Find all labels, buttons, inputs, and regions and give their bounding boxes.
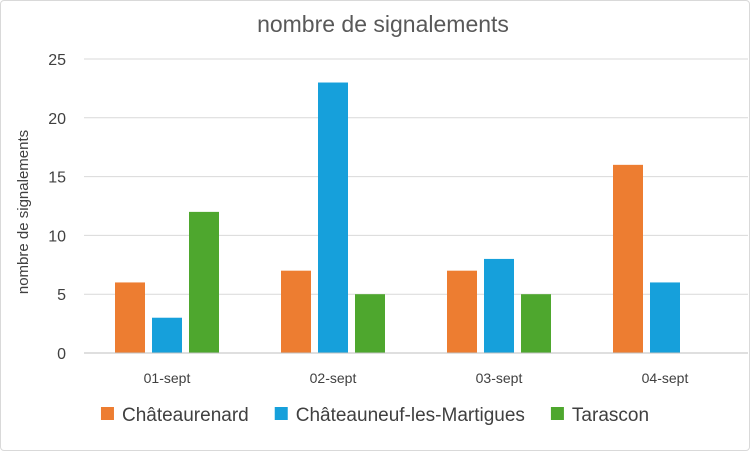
legend-label: Tarascon <box>572 405 649 426</box>
x-tick-label: 04-sept <box>642 370 689 386</box>
bar-tarascon-01-sept <box>189 211 219 353</box>
y-axis-ticks: 0 5 10 15 20 25 <box>48 52 66 363</box>
bar-ch-teauneuf-les-martigues-01-sept <box>152 317 182 353</box>
y-tick-label: 25 <box>48 52 66 69</box>
x-axis-ticks: 01-sept 02-sept 03-sept 04-sept <box>144 370 689 386</box>
chart-title: nombre de signalements <box>257 11 509 37</box>
bar-ch-teaurenard-02-sept <box>281 270 311 353</box>
bar-tarascon-03-sept <box>521 294 551 353</box>
bar-ch-teauneuf-les-martigues-02-sept <box>318 82 348 354</box>
y-tick-label: 10 <box>48 228 66 245</box>
bar-tarascon-02-sept <box>355 294 385 353</box>
y-tick-label: 0 <box>57 346 66 363</box>
legend-item: Tarascon <box>550 405 649 426</box>
x-tick-label: 02-sept <box>310 370 357 386</box>
legend-label: Châteaurenard <box>122 405 249 426</box>
x-tick-label: 03-sept <box>476 370 523 386</box>
bar-ch-teaurenard-03-sept <box>447 270 477 353</box>
legend-label: Châteauneuf-les-Martigues <box>296 405 525 426</box>
legend-swatch <box>100 407 114 420</box>
bar-ch-teaurenard-01-sept <box>115 282 145 353</box>
gridlines <box>84 58 748 295</box>
bar-ch-teauneuf-les-martigues-04-sept <box>650 282 680 353</box>
legend: Châteaurenard Châteauneuf-les-Martigues Ta… <box>100 405 649 426</box>
y-axis-label: nombre de signalements <box>15 130 32 294</box>
x-tick-label: 01-sept <box>144 370 191 386</box>
bar-ch-teauneuf-les-martigues-03-sept <box>484 258 514 353</box>
legend-item: Châteauneuf-les-Martigues <box>274 405 525 426</box>
legend-swatch <box>274 407 288 420</box>
bars <box>115 82 680 354</box>
y-tick-label: 15 <box>48 170 66 187</box>
legend-item: Châteaurenard <box>100 405 249 426</box>
bar-ch-teaurenard-04-sept <box>613 164 643 353</box>
y-tick-label: 20 <box>48 111 66 128</box>
legend-swatch <box>550 407 564 420</box>
y-tick-label: 5 <box>57 287 66 304</box>
